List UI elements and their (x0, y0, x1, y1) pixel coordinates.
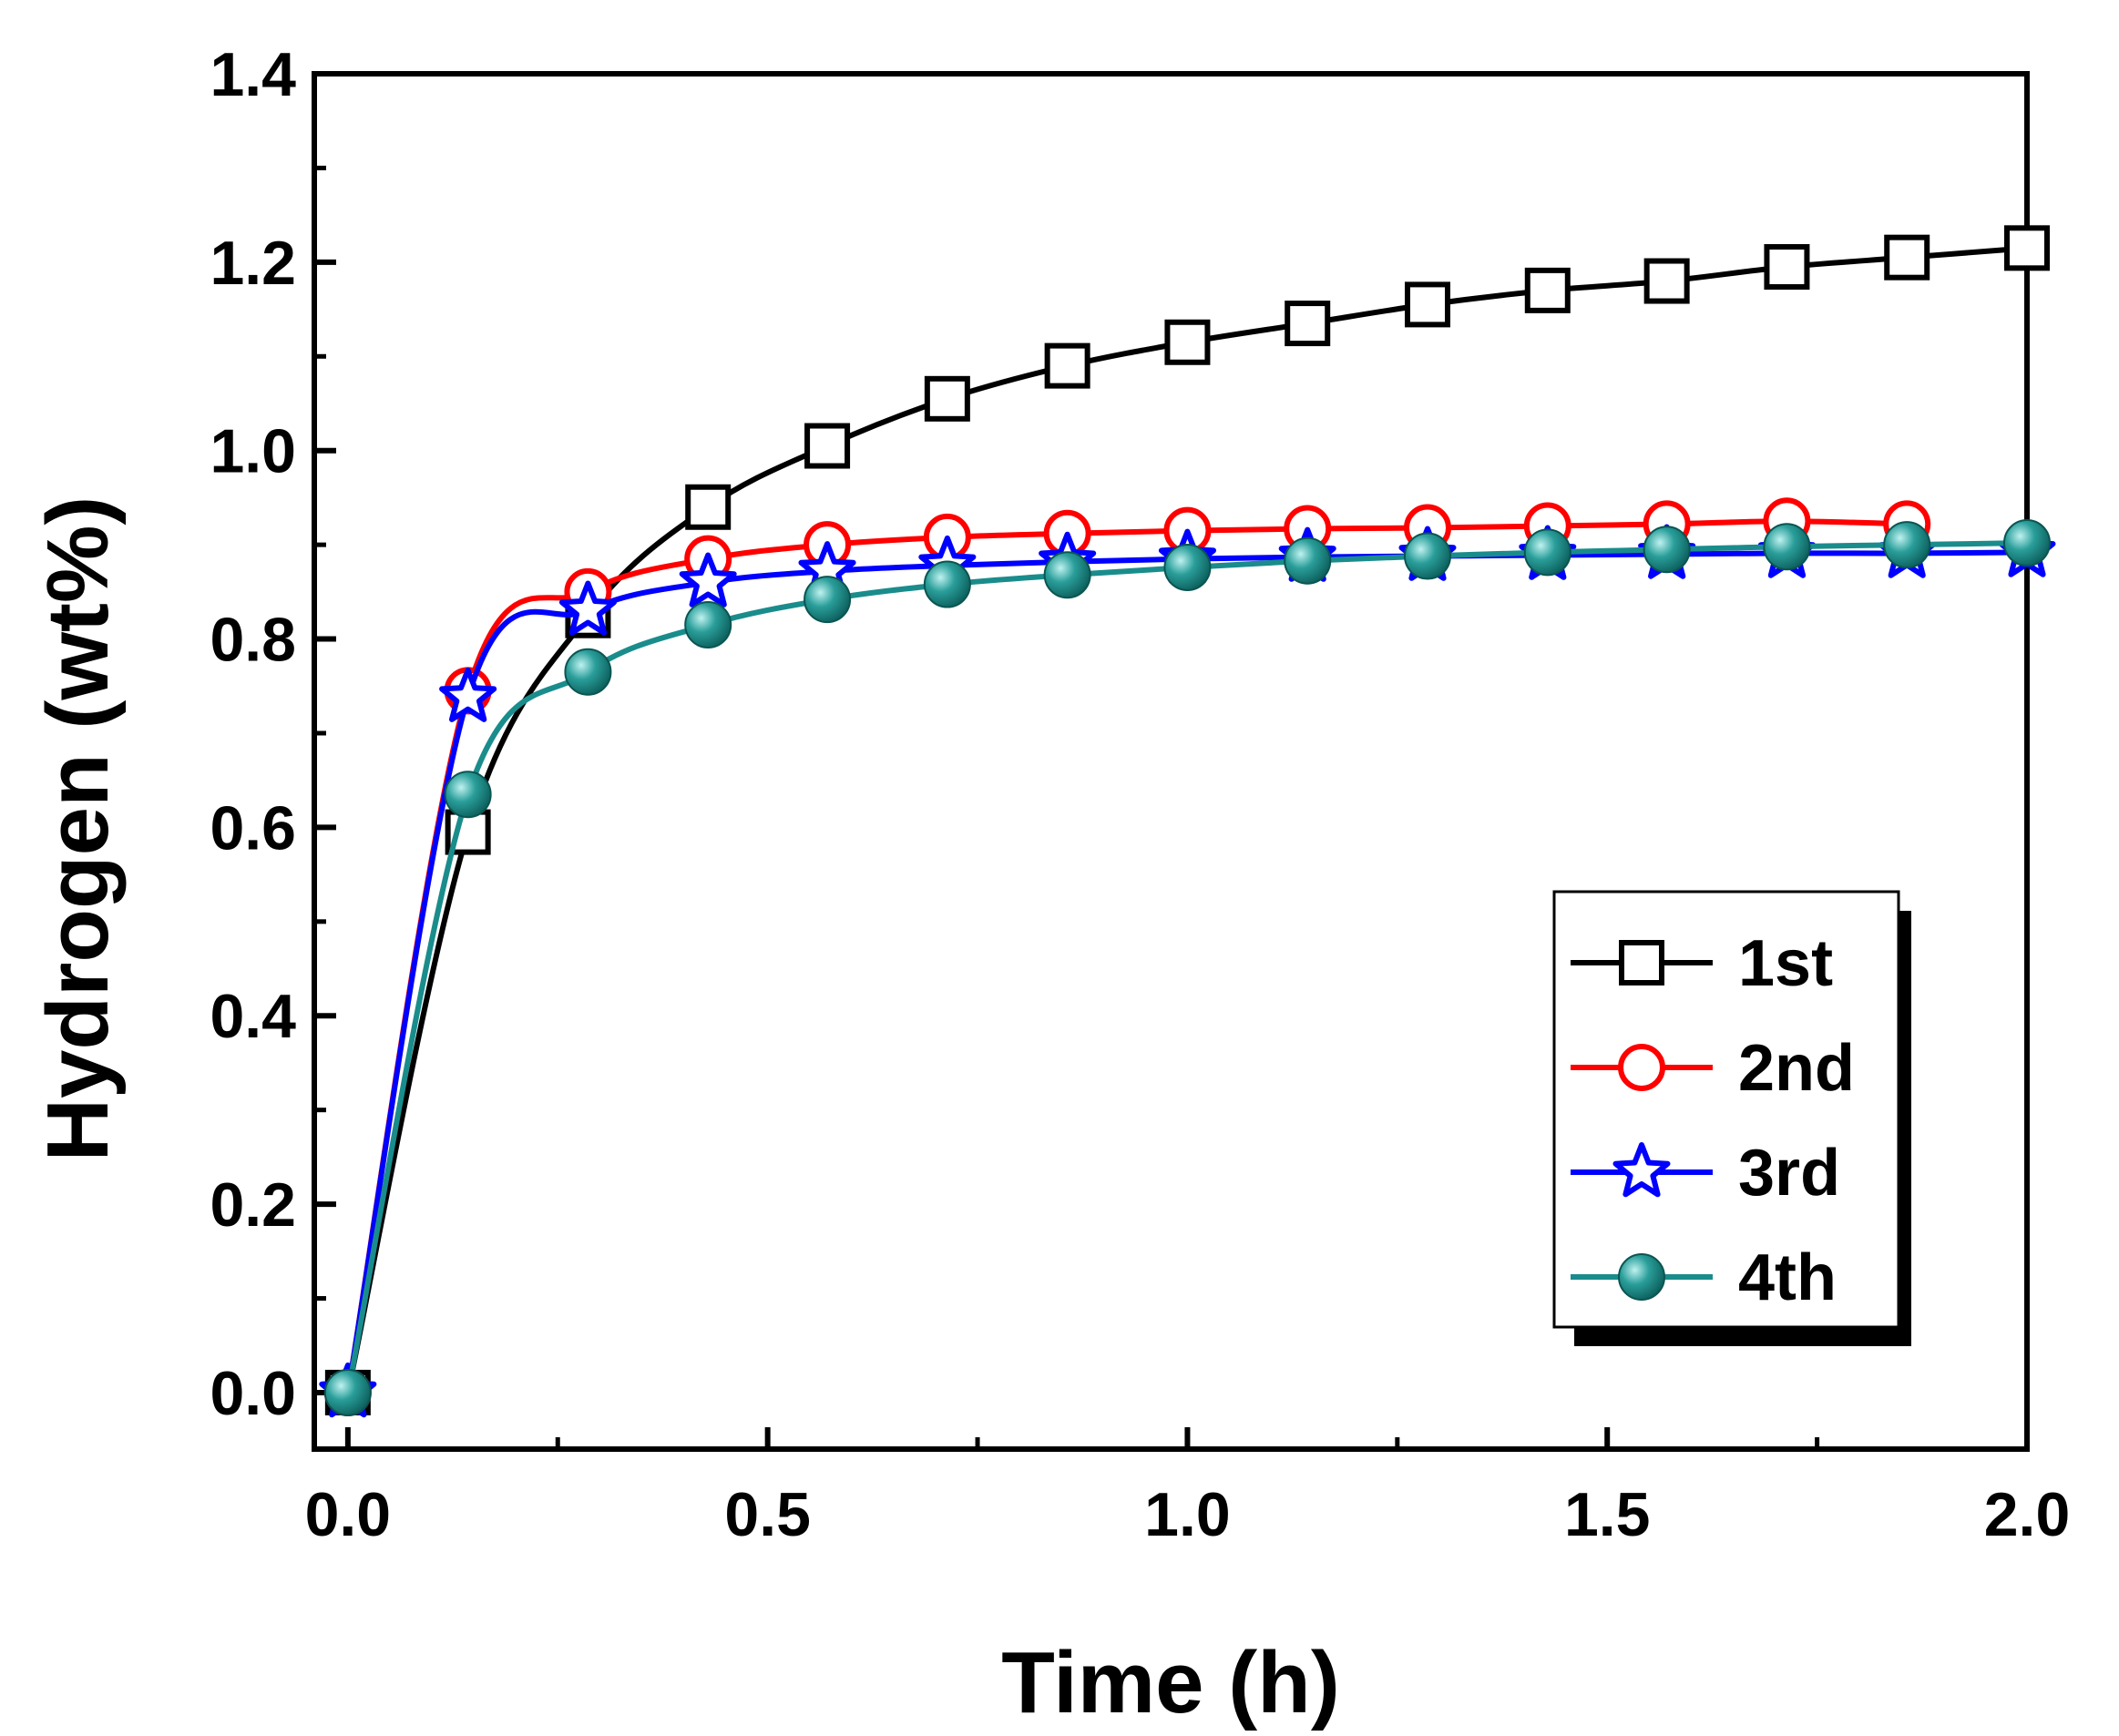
legend-label: 1st (1738, 927, 1833, 1000)
plot-frame (312, 71, 2030, 1452)
y-tick-label: 1.2 (210, 229, 296, 298)
series-line-2nd (344, 518, 1908, 1394)
data-point-4th (1163, 543, 1212, 591)
x-tick-label: 1.5 (1564, 1480, 1651, 1549)
y-tick-label: 0.8 (210, 606, 296, 675)
y-tick-label: 0.4 (210, 982, 296, 1051)
legend-label: 4th (1738, 1241, 1837, 1314)
data-point-4th (1883, 521, 1931, 569)
legend-label: 2nd (1738, 1032, 1855, 1105)
data-point-1st (1524, 267, 1571, 313)
data-point-4th (923, 560, 971, 608)
legend-item-4th: 4th (1571, 1241, 1837, 1314)
y-tick-label: 0.2 (210, 1170, 296, 1240)
data-point-4th (564, 648, 612, 696)
data-point-1st (1285, 301, 1331, 347)
data-point-1st (1405, 281, 1450, 328)
legend-marker (1618, 1253, 1665, 1301)
x-tick-label: 2.0 (1984, 1480, 2071, 1549)
data-point-4th (684, 601, 732, 649)
y-tick-label: 0.6 (210, 793, 296, 863)
legend-item-3rd: 3rd (1571, 1137, 1840, 1210)
data-point-3rd (439, 667, 497, 722)
x-axis-title: Time (h) (1001, 1634, 1340, 1731)
x-tick-label: 0.0 (305, 1480, 392, 1549)
y-tick-label: 1.0 (210, 417, 296, 486)
data-point-1st (2004, 225, 2050, 271)
y-axis-title: Hydrogen (wt%) (29, 496, 127, 1162)
data-point-1st (685, 484, 732, 530)
series-4th (323, 519, 2051, 1416)
data-point-3rd (679, 552, 737, 608)
data-point-4th (1284, 536, 1332, 585)
data-point-4th (804, 576, 852, 624)
data-point-4th (444, 771, 492, 819)
data-point-1st (1164, 319, 1211, 365)
series-line-4th (344, 540, 2028, 1394)
data-point-1st (1643, 258, 1690, 304)
data-point-3rd (558, 580, 617, 636)
legend-item-2nd: 2nd (1571, 1032, 1855, 1105)
data-point-4th (1404, 532, 1451, 580)
data-point-4th (1043, 551, 1091, 599)
legend-marker (1612, 1142, 1671, 1198)
data-point-1st (924, 375, 970, 422)
legend-marker (1618, 1044, 1665, 1091)
legend-marker (1619, 940, 1664, 985)
y-tick-label: 0.0 (210, 1359, 296, 1428)
data-point-1st (1044, 342, 1090, 389)
x-tick-label: 1.0 (1144, 1480, 1231, 1549)
series-line-3rd (344, 549, 2028, 1394)
data-point-1st (1764, 244, 1810, 291)
legend-box (1552, 890, 1900, 1329)
legend-label: 3rd (1738, 1137, 1840, 1210)
data-point-4th (1763, 523, 1811, 571)
data-point-1st (804, 423, 851, 469)
axis-ticks: 0.0 0.5 1.0 1.5 2.0 0.0 0.2 0.4 0.6 0.8 1.0 1.2 1.4 (210, 40, 2070, 1549)
data-point-1st (1884, 234, 1930, 281)
data-point-4th (1523, 528, 1571, 577)
x-tick-label: 0.5 (724, 1480, 811, 1549)
y-tick-label: 1.4 (210, 40, 296, 109)
data-point-4th (323, 1368, 372, 1416)
legend-item-1st: 1st (1571, 927, 1833, 1000)
data-point-4th (1643, 526, 1691, 574)
data-point-4th (2003, 519, 2051, 567)
series-group (319, 225, 2056, 1418)
legend: 1st 2nd 3rd 4th (1552, 890, 1911, 1346)
